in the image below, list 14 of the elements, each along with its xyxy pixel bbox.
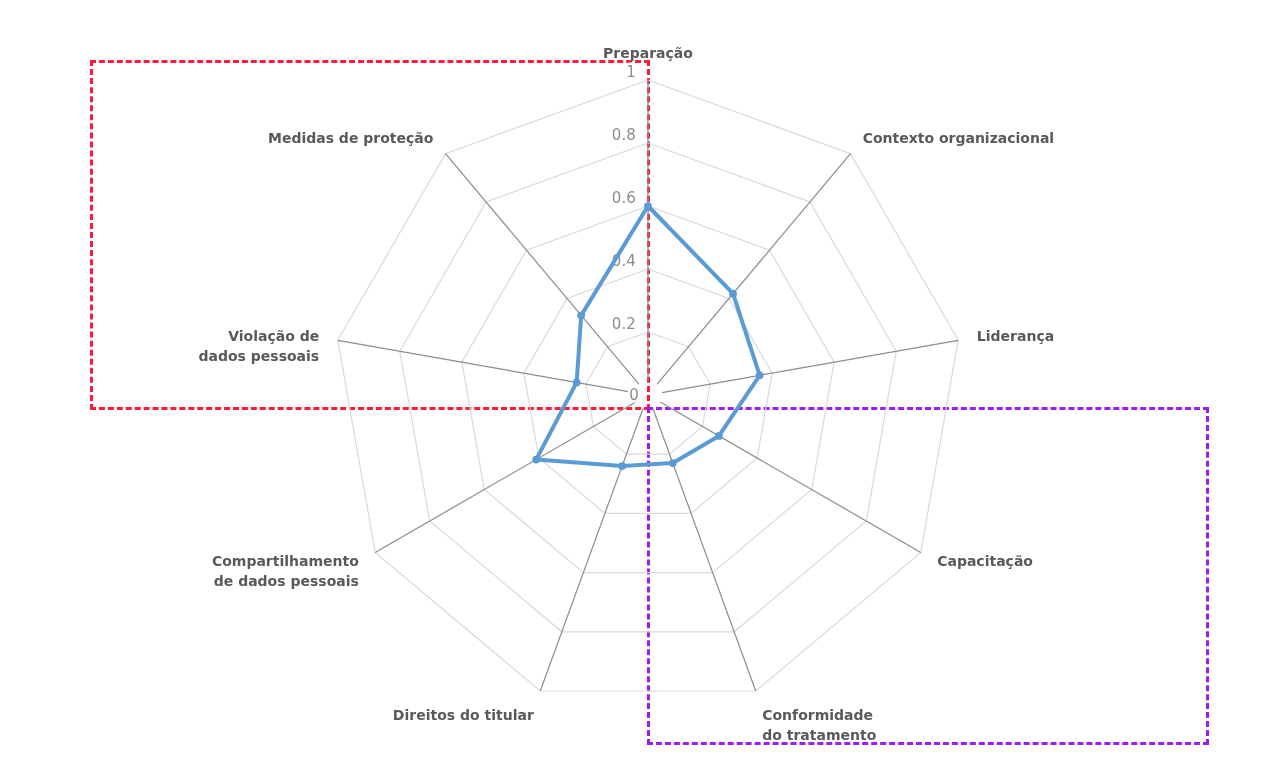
spoke-label: Direitos do titular: [392, 706, 534, 723]
y-tick-label: 0.8: [611, 126, 636, 144]
y-tick-label: 0.6: [611, 189, 636, 207]
spoke-label: Conformidade do tratamento: [762, 706, 877, 743]
spoke-label: Liderança: [976, 328, 1055, 345]
spoke-label: Preparação: [603, 45, 694, 62]
y-tick-label: 1: [626, 63, 636, 81]
spoke-label: Violação de dados pessoais: [198, 328, 320, 365]
spoke-label: Medidas de proteção: [267, 130, 434, 147]
y-tick-label: 0.2: [611, 315, 636, 333]
spoke-label: Contexto organizacional: [862, 130, 1055, 147]
spoke-label: Capacitação: [937, 552, 1034, 569]
y-tick-label: 0: [629, 386, 639, 404]
spoke-label: Compartilhamento de dados pessoais: [211, 552, 360, 589]
